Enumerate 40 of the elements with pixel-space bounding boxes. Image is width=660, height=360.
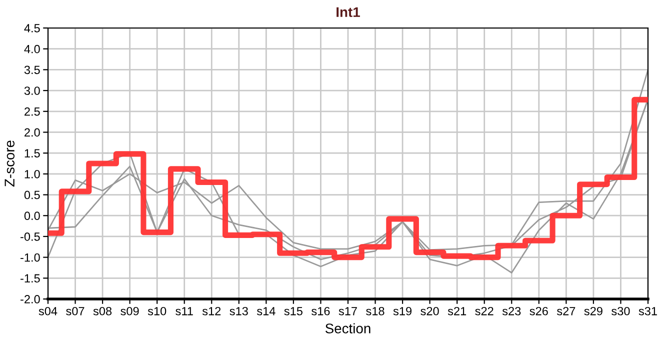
x-tick-label: s15 [284, 307, 302, 316]
x-tick-label: s23 [502, 306, 521, 316]
x-tick-label: s17 [338, 307, 357, 316]
x-tick-label: s20 [420, 306, 439, 316]
x-tick-label: s30 [612, 306, 630, 316]
y-tick-label: 4.0 [24, 44, 40, 54]
x-tick-label: s07 [66, 306, 84, 316]
x-tick-label: s19 [393, 306, 412, 316]
x-tick-label: s08 [93, 306, 112, 316]
x-tick-label: s27 [556, 306, 576, 316]
y-axis-title: Z-score [4, 140, 14, 187]
y-tick-label: 3.0 [24, 86, 40, 95]
x-tick-label: s04 [38, 306, 58, 316]
x-tick-label: s18 [366, 306, 384, 316]
y-tick-label: 3.5 [24, 66, 40, 74]
y-tick-label: 1.5 [24, 149, 40, 158]
y-tick-label: 2.5 [24, 107, 40, 116]
y-tick-label: 0.0 [24, 212, 40, 220]
x-tick-label: s11 [176, 307, 193, 316]
x-tick-label: s10 [148, 306, 166, 316]
x-tick-label: s13 [230, 306, 248, 316]
chart-title: Int1 [336, 7, 360, 18]
y-tick-label: -2.0 [20, 295, 40, 304]
x-tick-label: s26 [530, 306, 548, 316]
x-tick-label: s22 [475, 306, 494, 316]
x-tick-label: s16 [312, 306, 330, 316]
x-tick-label: s14 [256, 307, 276, 316]
y-tick-label: 0.5 [24, 190, 40, 200]
x-tick-label: s12 [202, 306, 221, 316]
y-tick-label: 4.5 [24, 24, 40, 32]
y-tick-label: 1.0 [24, 170, 40, 178]
y-tick-label: -0.5 [20, 232, 40, 241]
x-tick-label: s31 [638, 306, 657, 316]
x-tick-label: s21 [448, 306, 466, 316]
y-tick-label: 2.0 [24, 128, 40, 137]
x-tick-label: s09 [120, 306, 139, 316]
x-axis-title: Section [325, 323, 370, 334]
y-tick-label: -1.5 [20, 274, 40, 283]
x-tick-label: s29 [584, 306, 602, 316]
y-tick-label: -1.0 [20, 253, 40, 262]
